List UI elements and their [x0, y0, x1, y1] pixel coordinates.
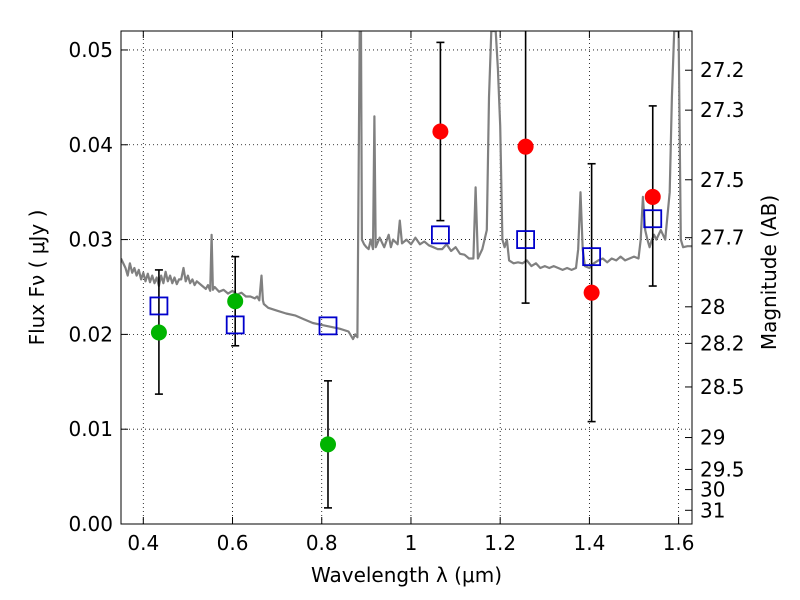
x-axis-label: Wavelength λ (μm): [311, 563, 502, 587]
mag-tick-label: 28: [700, 295, 725, 319]
x-tick-label: 0.4: [127, 531, 159, 555]
y-tick-label: 0.04: [68, 133, 113, 157]
y-tick-label: 0.02: [68, 322, 113, 346]
x-tick-label: 1.6: [663, 531, 695, 555]
mag-tick-label: 30: [700, 478, 725, 502]
mag-tick-label: 27.5: [700, 168, 745, 192]
x-tick-label: 0.8: [306, 531, 338, 555]
y-axis-right-label: Magnitude (AB): [757, 195, 781, 350]
model-point: [431, 225, 450, 245]
mag-tick-label: 29: [700, 426, 725, 450]
data-point: [517, 138, 534, 155]
y-tick-label: 0.03: [68, 228, 113, 252]
mag-tick-label: 29.5: [700, 457, 745, 481]
data-point: [227, 293, 244, 310]
model-point: [643, 209, 663, 229]
model-point: [318, 316, 338, 336]
model-point: [516, 230, 536, 249]
mag-tick-label: 27.3: [700, 98, 745, 122]
spectrum-line: [121, 31, 692, 341]
x-tick-label: 1: [405, 531, 418, 555]
model-point: [225, 315, 245, 335]
data-point: [319, 436, 336, 453]
mag-tick-label: 31: [700, 498, 725, 522]
y-tick-label: 0.01: [68, 417, 113, 441]
template-spectrum: [121, 31, 692, 341]
data-marks: [149, 31, 663, 509]
plot-frame: [120, 30, 693, 525]
mag-tick-label: 27.7: [700, 226, 745, 250]
model-point: [582, 247, 602, 267]
x-tick-label: 0.6: [217, 531, 249, 555]
data-point: [644, 188, 661, 205]
x-tick-label: 1.2: [484, 531, 516, 555]
y-tick-label: 0.00: [68, 512, 113, 536]
axis-ticks: 0.4 0.6 0.8 1 1.2 1.4 1.6 0.00 0.01 0.02 0.03 0.04 0…: [68, 31, 745, 555]
y-axis-label: Flux Fν ( μJy ): [25, 210, 49, 346]
model-point: [149, 296, 169, 316]
y-tick-label: 0.05: [68, 38, 113, 62]
mag-tick-label: 28.2: [700, 331, 745, 355]
mag-tick-label: 28.5: [700, 375, 745, 399]
data-point: [583, 284, 600, 301]
data-point: [432, 123, 449, 140]
x-tick-label: 1.4: [573, 531, 605, 555]
mag-tick-label: 27.2: [700, 58, 745, 82]
data-point: [150, 324, 167, 341]
